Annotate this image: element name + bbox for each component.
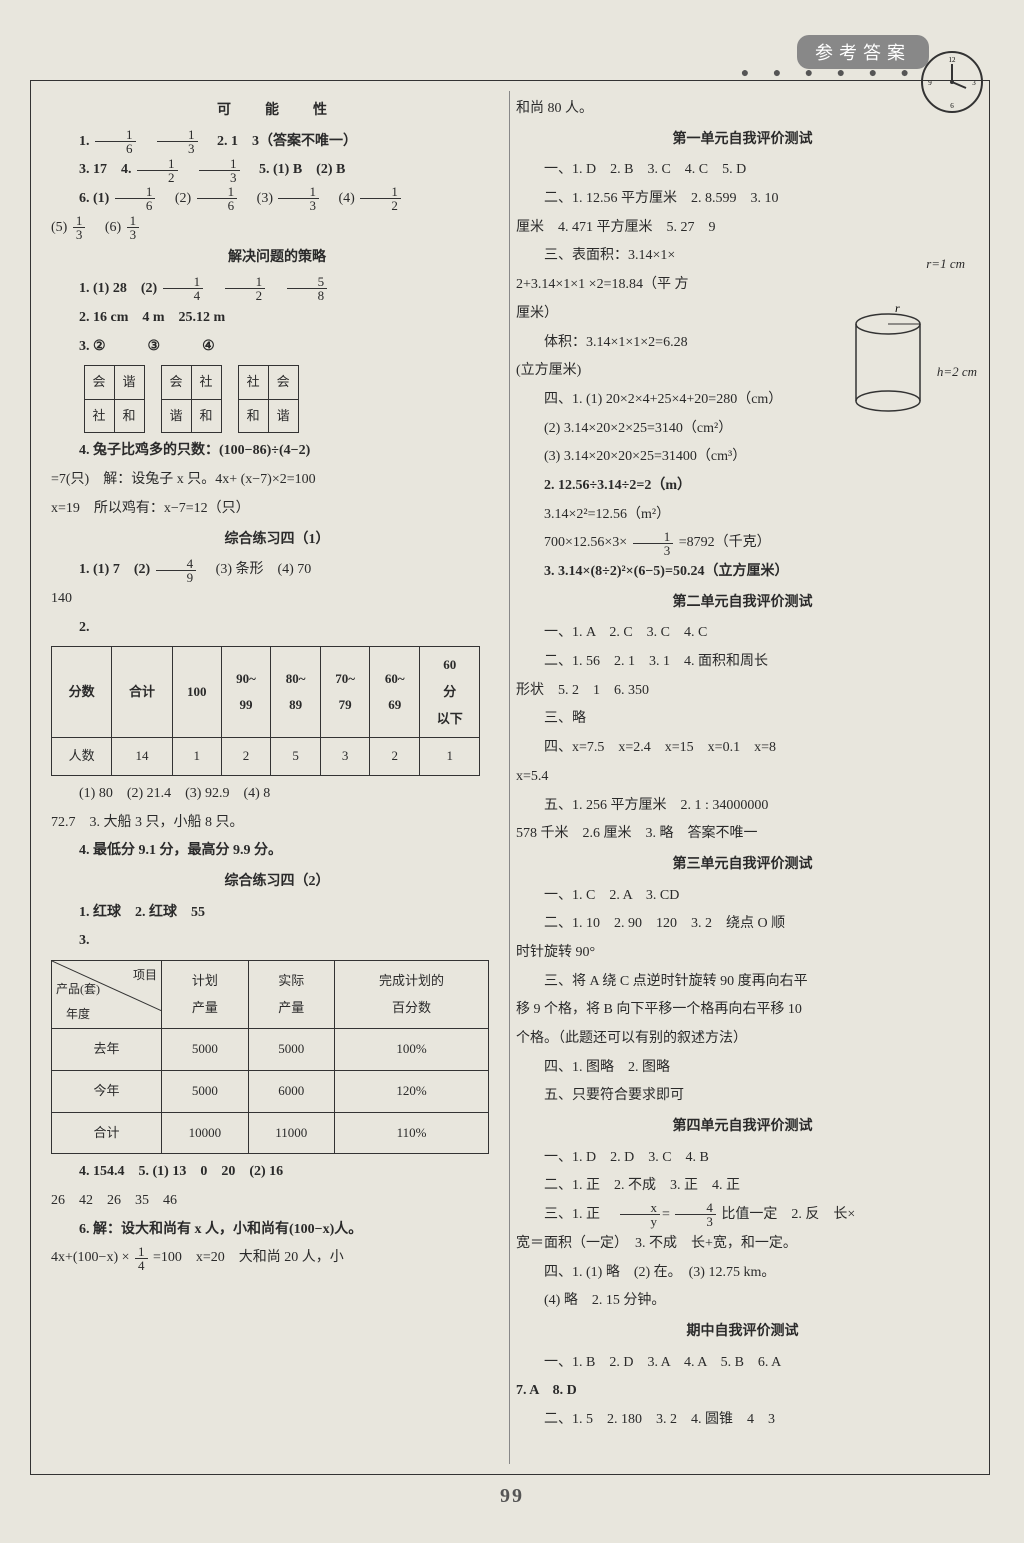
- answer-line: (1) 80 (2) 21.4 (3) 92.9 (4) 8: [51, 780, 503, 809]
- answer-line: 五、只要符合要求即可: [516, 1082, 969, 1111]
- answer-line: 个格。（此题还可以有别的叙述方法）: [516, 1025, 969, 1054]
- answer-line: =7(只) 解：设兔子 x 只。4x+ (x−7)×2=100: [51, 466, 503, 495]
- answer-line: 3. 3.14×(8÷2)²×(6−5)=50.24（立方厘米）: [516, 558, 969, 587]
- section-title: 可 能 性: [51, 97, 503, 126]
- section-title: 第一单元自我评价测试: [516, 126, 969, 155]
- answer-line: 2. 12.56÷3.14÷2=2（m）: [516, 472, 969, 501]
- section-title: 解决问题的策略: [51, 244, 503, 273]
- answer-line: 6. (1) 16 (2) 16 (3) 13 (4) 12: [51, 185, 503, 214]
- section-title: 期中自我评价测试: [516, 1318, 969, 1347]
- cylinder-r-label: r=1 cm: [926, 251, 965, 278]
- answer-line: 二、1. 10 2. 90 120 3. 2 绕点 O 顺: [516, 910, 969, 939]
- answer-line: x=19 所以鸡有：x−7=12（只）: [51, 495, 503, 524]
- answer-line: 3.14×2²=12.56（m²）: [516, 501, 969, 530]
- answer-line: 一、1. D 2. D 3. C 4. B: [516, 1144, 969, 1173]
- right-column: 和尚 80 人。 第一单元自我评价测试 一、1. D 2. B 3. C 4. …: [510, 91, 975, 1464]
- answer-line: x=5.4: [516, 763, 969, 792]
- answer-line: 三、1. 正 xy= 43 比值一定 2. 反 长×: [516, 1201, 969, 1230]
- answer-line: 4x+(100−x) × 14 =100 x=20 大和尚 20 人，小: [51, 1244, 503, 1273]
- answer-line: 形状 5. 2 1 6. 350: [516, 677, 969, 706]
- page-frame: 可 能 性 1. 16 13 2. 1 3（答案不唯一） 3. 17 4. 12…: [30, 80, 990, 1475]
- score-table: 分数合计 10090~ 99 80~ 8970~ 79 60~ 6960 分 以…: [51, 646, 480, 776]
- answer-line: 二、1. 12.56 平方厘米 2. 8.599 3. 10: [516, 185, 969, 214]
- answer-line: 1. (1) 28 (2) 14 12 58: [51, 275, 503, 304]
- answer-line: 2. 16 cm 4 m 25.12 m: [51, 304, 503, 333]
- answer-line: 3.: [51, 927, 503, 956]
- answer-line: 4. 最低分 9.1 分，最高分 9.9 分。: [51, 837, 503, 866]
- page-number: 99: [30, 1485, 994, 1508]
- svg-text:12: 12: [949, 56, 957, 64]
- answer-line: 4. 兔子比鸡多的只数：(100−86)÷(4−2): [51, 437, 503, 466]
- answer-line: 二、1. 56 2. 1 3. 1 4. 面积和周长: [516, 648, 969, 677]
- answer-line: 4. 154.4 5. (1) 13 0 20 (2) 16: [51, 1158, 503, 1187]
- answer-line: 三、表面积：3.14×1×: [516, 242, 969, 271]
- answer-line: 一、1. D 2. B 3. C 4. C 5. D: [516, 156, 969, 185]
- answer-line: 3. 17 4. 12 13 5. (1) B (2) B: [51, 156, 503, 185]
- answer-line: 140: [51, 585, 503, 614]
- answer-line: 26 42 26 35 46: [51, 1187, 503, 1216]
- answer-line: 移 9 个格，将 B 向下平移一个格再向右平移 10: [516, 996, 969, 1025]
- header-badge: 参考答案: [797, 35, 929, 69]
- answer-line: 700×12.56×3× 13 =8792（千克）: [516, 529, 969, 558]
- answer-line: 宽＝面积（一定） 3. 不成 长+宽，和一定。: [516, 1230, 969, 1259]
- section-title: 综合练习四（1）: [51, 526, 503, 555]
- answer-line: 一、1. B 2. D 3. A 4. A 5. B 6. A: [516, 1349, 969, 1378]
- answer-line: (3) 3.14×20×20×25=31400（cm³）: [516, 443, 969, 472]
- cylinder-h-label: h=2 cm: [937, 359, 977, 386]
- answer-line: 1. 16 13 2. 1 3（答案不唯一）: [51, 128, 503, 157]
- answer-line: 2+3.14×1×1 ×2=18.84（平 方: [516, 271, 969, 300]
- answer-line: (4) 略 2. 15 分钟。: [516, 1287, 969, 1316]
- answer-line: 时针旋转 90°: [516, 939, 969, 968]
- grid-table: 会谐 会社 社会 社和 谐和 和谐: [84, 365, 299, 433]
- answer-line: 二、1. 5 2. 180 3. 2 4. 圆锥 4 3: [516, 1406, 969, 1435]
- answer-line: 四、x=7.5 x=2.4 x=15 x=0.1 x=8: [516, 734, 969, 763]
- left-column: 可 能 性 1. 16 13 2. 1 3（答案不唯一） 3. 17 4. 12…: [45, 91, 510, 1464]
- svg-text:r: r: [895, 306, 900, 315]
- answer-line: 72.7 3. 大船 3 只，小船 8 只。: [51, 809, 503, 838]
- answer-line: 3. ② ③ ④: [51, 333, 503, 362]
- section-title: 第三单元自我评价测试: [516, 851, 969, 880]
- answer-line: 厘米 4. 471 平方厘米 5. 27 9: [516, 214, 969, 243]
- answer-line: 四、1. (1) 略 (2) 在。 (3) 12.75 km。: [516, 1259, 969, 1288]
- answer-line: 1. 红球 2. 红球 55: [51, 899, 503, 928]
- answer-line: 和尚 80 人。: [516, 95, 969, 124]
- answer-line: 578 千米 2.6 厘米 3. 略 答案不唯一: [516, 820, 969, 849]
- answer-line: 五、1. 256 平方厘米 2. 1 : 34000000: [516, 792, 969, 821]
- answer-line: 四、1. 图略 2. 图略: [516, 1054, 969, 1083]
- answer-line: 1. (1) 7 (2) 49 (3) 条形 (4) 70: [51, 556, 503, 585]
- answer-line: 一、1. C 2. A 3. CD: [516, 882, 969, 911]
- answer-line: (5) 13 (6) 13: [51, 214, 503, 243]
- answer-line: 二、1. 正 2. 不成 3. 正 4. 正: [516, 1172, 969, 1201]
- section-title: 综合练习四（2）: [51, 868, 503, 897]
- answer-line: 三、将 A 绕 C 点逆时针旋转 90 度再向右平: [516, 968, 969, 997]
- answer-line: 2.: [51, 614, 503, 643]
- answer-line: 一、1. A 2. C 3. C 4. C: [516, 619, 969, 648]
- answer-line: 7. A 8. D: [516, 1377, 969, 1406]
- answer-line: 三、略: [516, 705, 969, 734]
- section-title: 第二单元自我评价测试: [516, 589, 969, 618]
- production-table: 项目 产品(套) 年度 计划 产量 实际 产量 完成计划的 百分数 去年5000…: [51, 960, 489, 1154]
- section-title: 第四单元自我评价测试: [516, 1113, 969, 1142]
- answer-line: 6. 解：设大和尚有 x 人，小和尚有(100−x)人。: [51, 1216, 503, 1245]
